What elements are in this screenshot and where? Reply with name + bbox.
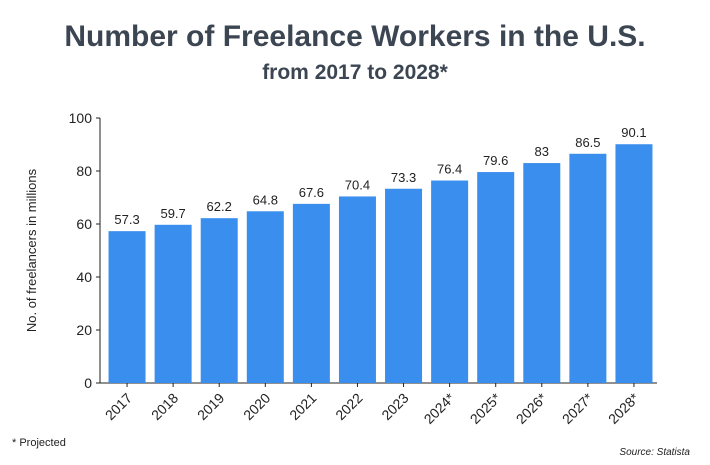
bar — [523, 163, 561, 383]
data-label: 86.5 — [575, 135, 600, 150]
x-tick-label: 2023 — [378, 390, 411, 423]
x-tick-label: 2022 — [332, 390, 365, 423]
data-label: 90.1 — [621, 125, 646, 140]
data-label: 70.4 — [345, 177, 370, 192]
data-label: 76.4 — [437, 162, 462, 177]
x-tick-label: 2020 — [240, 390, 273, 423]
chart-data-labels: 57.3 59.7 62.2 64.8 67.6 70.4 73.3 76.4 79.6 83 86… — [114, 125, 646, 227]
bar — [477, 172, 515, 383]
bar — [569, 153, 607, 383]
x-tick-label: 2018 — [148, 390, 181, 423]
bar — [108, 231, 146, 383]
y-tick-label: 80 — [76, 163, 92, 179]
bar — [385, 188, 423, 383]
footnote: * Projected — [12, 437, 66, 449]
y-tick-label: 20 — [76, 322, 92, 338]
data-label: 83 — [535, 144, 549, 159]
data-label: 62.2 — [207, 199, 232, 214]
data-label: 67.6 — [299, 185, 324, 200]
x-tick-label: 2028* — [605, 389, 643, 427]
bar — [615, 144, 653, 383]
bar — [200, 218, 238, 383]
chart-subtitle: from 2017 to 2028* — [262, 61, 448, 84]
data-label: 79.6 — [483, 153, 508, 168]
data-label: 73.3 — [391, 170, 416, 185]
bar — [292, 203, 330, 383]
x-tick-label: 2019 — [194, 390, 227, 423]
y-tick-label: 60 — [76, 216, 92, 232]
x-tick-label: 2026* — [513, 389, 551, 427]
bar — [154, 224, 192, 383]
bar — [431, 180, 469, 383]
y-axis-label: No. of freelancers in millions — [24, 168, 39, 332]
x-tick-label: 2027* — [559, 389, 597, 427]
bar — [338, 196, 376, 383]
y-tick-label: 0 — [84, 375, 92, 391]
y-tick-label: 100 — [69, 110, 93, 126]
chart-title: Number of Freelance Workers in the U.S. — [64, 20, 646, 53]
data-label: 57.3 — [114, 212, 139, 227]
y-tick-label: 40 — [76, 269, 92, 285]
data-label: 59.7 — [160, 206, 185, 221]
x-tick-label: 2021 — [286, 390, 319, 423]
source-note: Source: Statista — [619, 447, 690, 458]
chart-bars — [108, 144, 653, 383]
x-tick-label: 2017 — [102, 390, 135, 423]
data-label: 64.8 — [253, 192, 278, 207]
bar — [246, 211, 284, 383]
x-tick-label: 2024* — [421, 389, 459, 427]
x-tick-label: 2025* — [467, 389, 505, 427]
